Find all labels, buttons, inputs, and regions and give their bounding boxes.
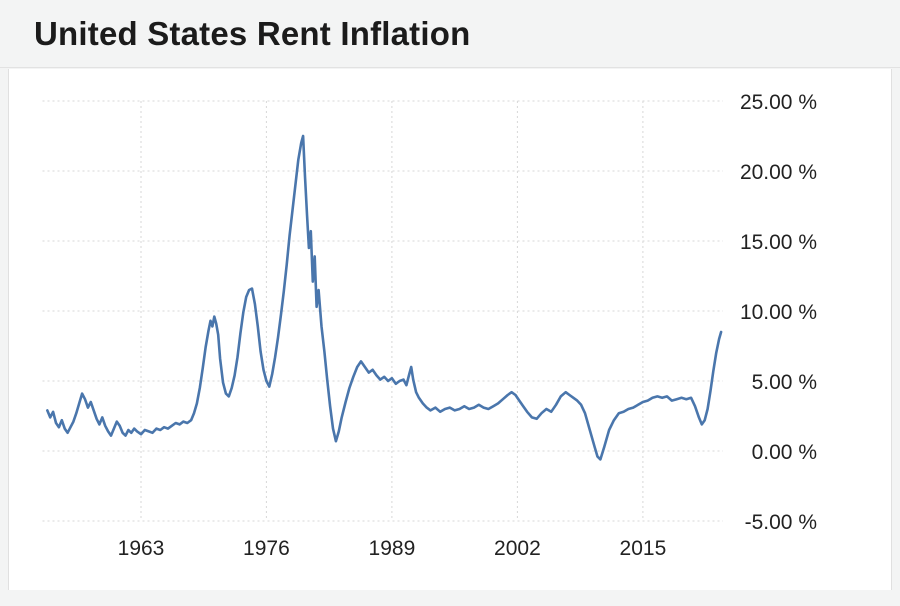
page-title: United States Rent Inflation bbox=[34, 14, 471, 52]
series-line bbox=[45, 134, 723, 461]
y-tick-label: 0.00 % bbox=[752, 441, 817, 464]
y-tick-label: -5.00 % bbox=[745, 511, 817, 534]
y-tick-label: 10.00 % bbox=[740, 301, 817, 324]
x-tick-label: 2002 bbox=[494, 537, 541, 560]
header: United States Rent Inflation bbox=[0, 0, 900, 68]
rent-inflation-chart: 25.00 % 20.00 % 15.00 % 10.00 % 5.00 % 0.00 %… bbox=[42, 91, 817, 560]
y-tick-label: 25.00 % bbox=[740, 91, 817, 114]
x-tick-label: 1976 bbox=[243, 537, 290, 560]
y-tick-label: 20.00 % bbox=[740, 161, 817, 184]
x-tick-label: 1963 bbox=[118, 537, 165, 560]
chart-panel: 25.00 % 20.00 % 15.00 % 10.00 % 5.00 % 0.00 %… bbox=[8, 69, 892, 590]
x-tick-label: 2015 bbox=[620, 537, 667, 560]
footer-strip bbox=[0, 590, 900, 606]
x-tick-label: 1989 bbox=[369, 537, 416, 560]
y-tick-label: 5.00 % bbox=[752, 371, 817, 394]
y-tick-label: 15.00 % bbox=[740, 231, 817, 254]
